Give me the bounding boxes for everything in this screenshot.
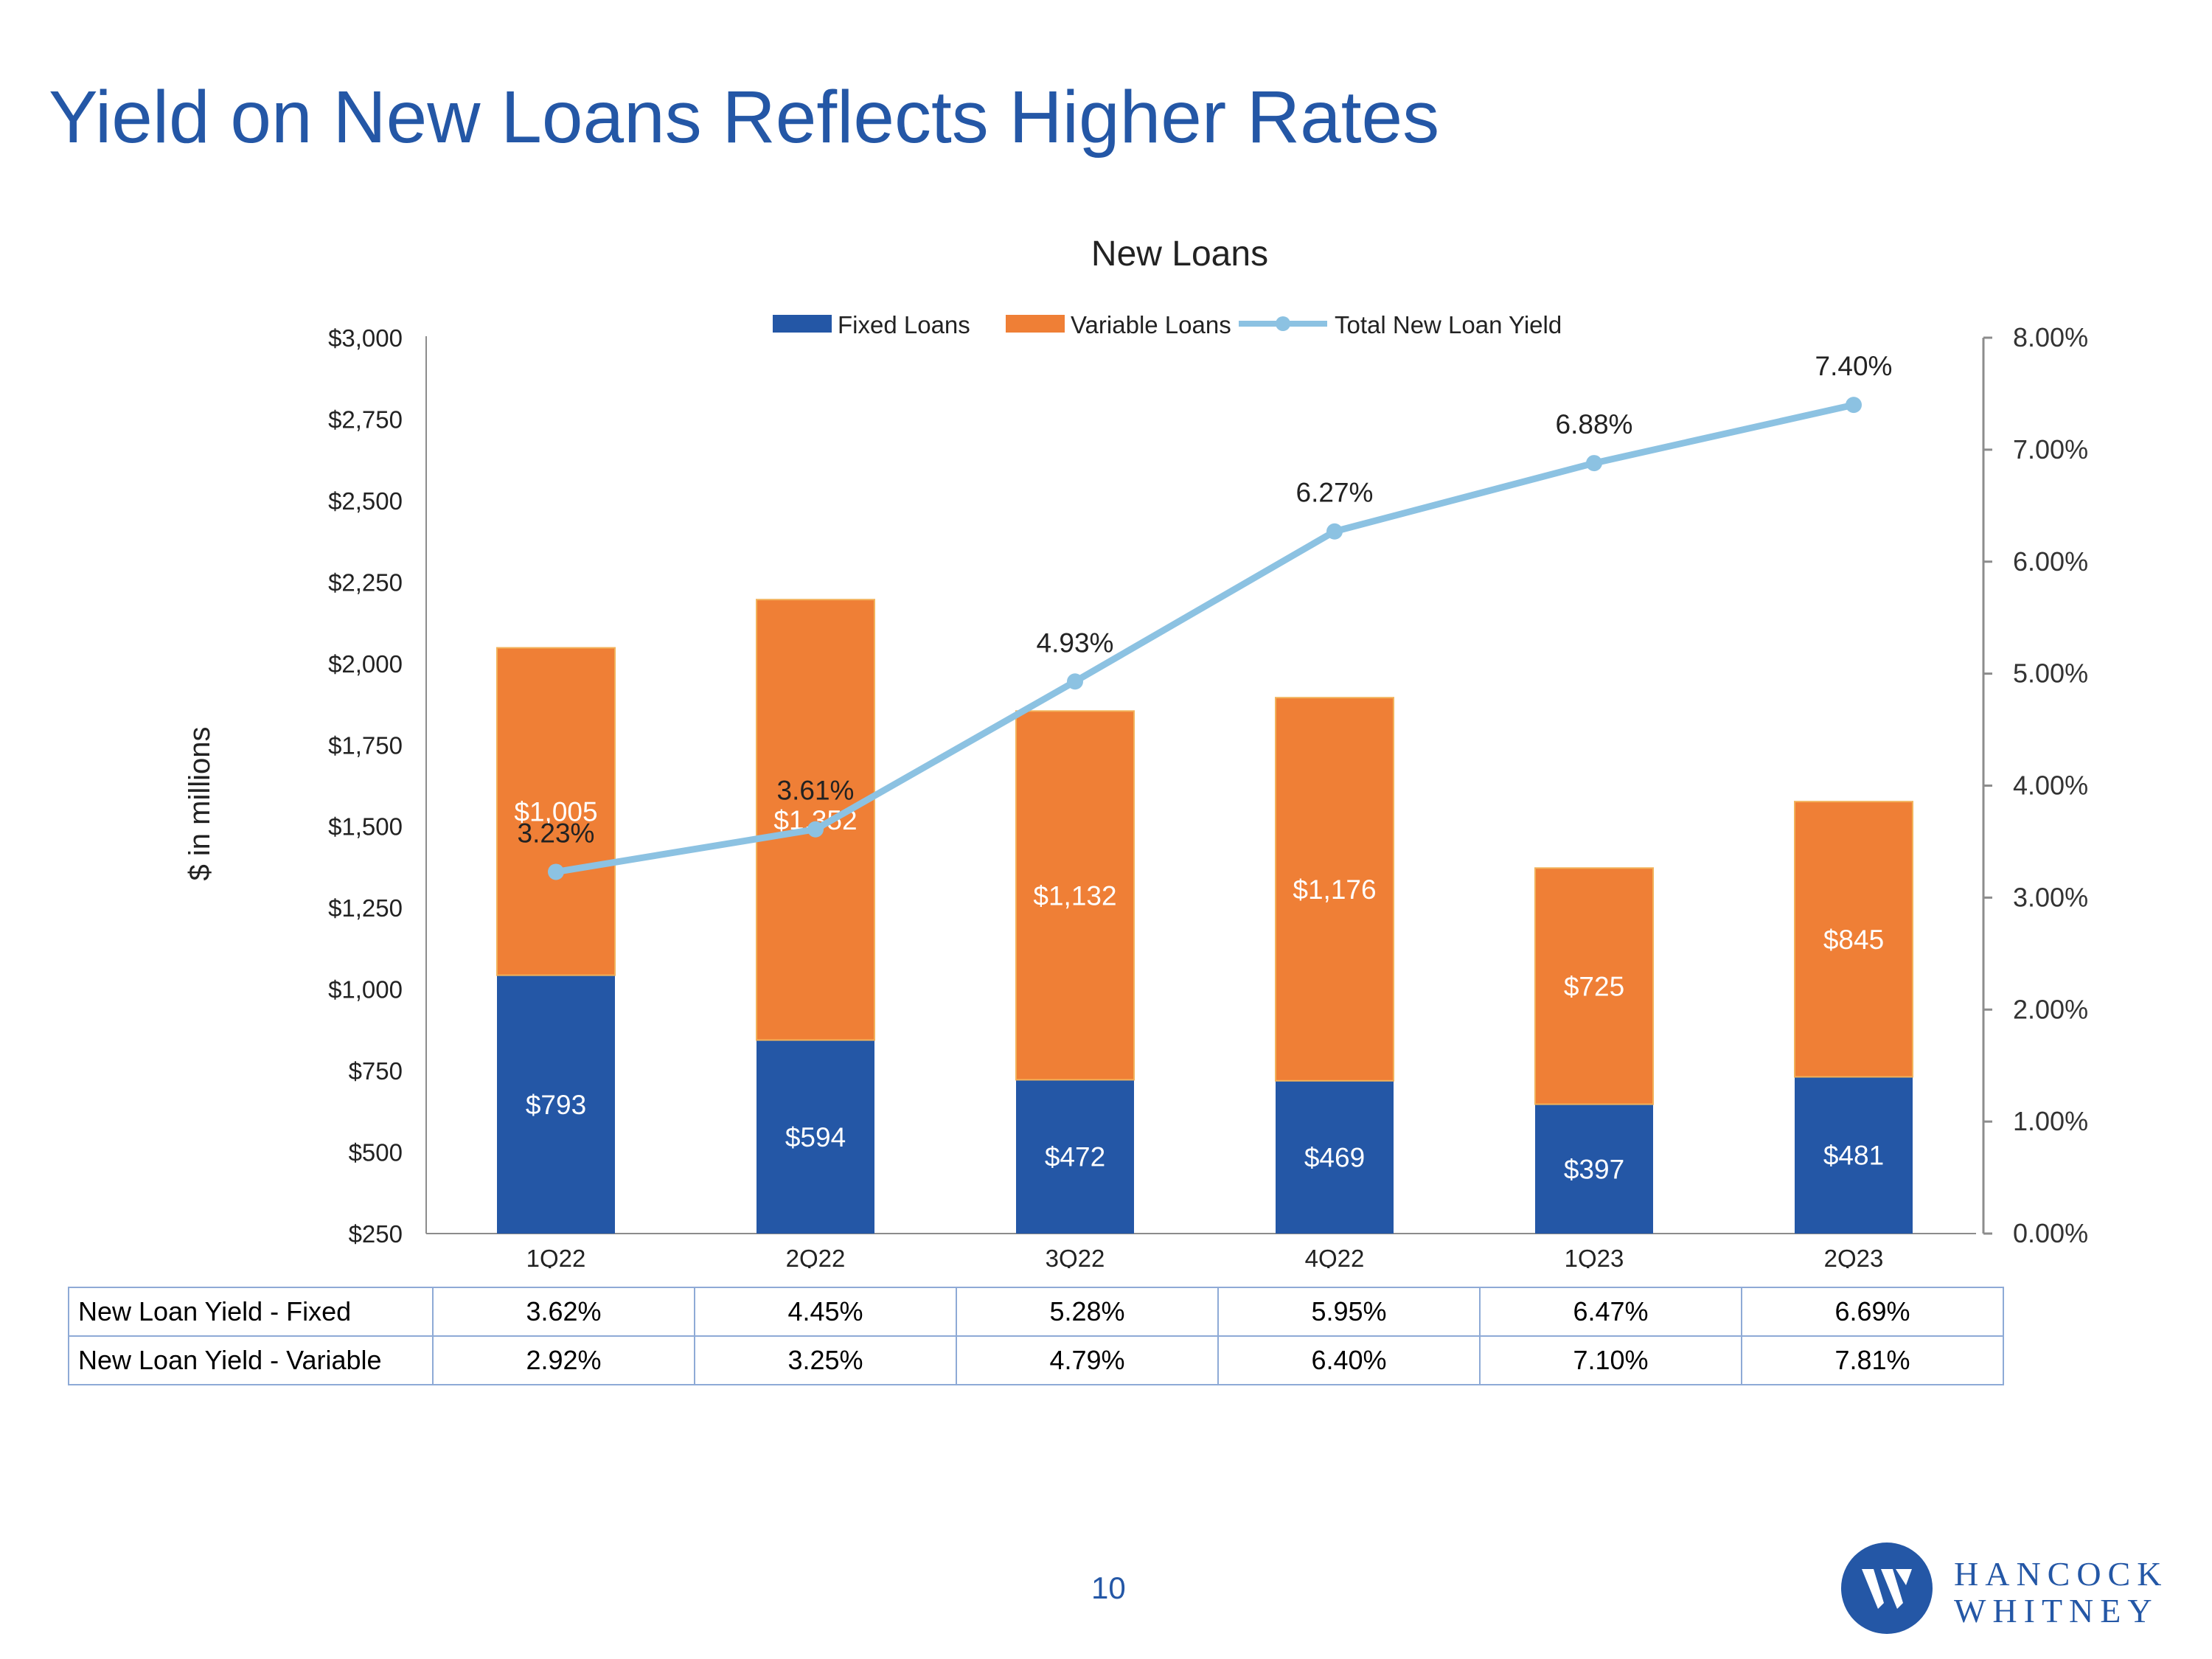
- x-tick-label: 3Q22: [1046, 1245, 1105, 1268]
- table-row-label: New Loan Yield - Variable: [68, 1335, 434, 1385]
- table-cell: 3.25%: [694, 1335, 957, 1385]
- y2-tick-label: 8.00%: [2013, 322, 2088, 352]
- data-label-variable: $1,132: [1033, 880, 1116, 911]
- y-tick-label: $1,750: [328, 731, 403, 759]
- table-cell: 4.79%: [956, 1335, 1219, 1385]
- y2-tick-label: 1.00%: [2013, 1106, 2088, 1136]
- brand-line-2: WHITNEY: [1954, 1592, 2159, 1630]
- x-tick-label: 4Q22: [1305, 1245, 1365, 1268]
- legend-total-new-loan-yield-marker: [1276, 316, 1290, 331]
- line-point: [1846, 397, 1862, 414]
- bar-fixed-loans: [1276, 1080, 1394, 1234]
- y-tick-label: $2,250: [328, 568, 403, 596]
- legend-variable-loans-label: Variable Loans: [1071, 311, 1231, 338]
- data-label-yield: 6.27%: [1296, 478, 1374, 508]
- hancock-whitney-logo-icon: [1841, 1543, 1933, 1634]
- data-label-fixed: $481: [1823, 1141, 1884, 1171]
- x-tick-label: 1Q22: [526, 1245, 586, 1268]
- chart-title: New Loans: [1091, 234, 1268, 274]
- y-tick-label: $2,500: [328, 487, 403, 515]
- y-tick-label: $750: [349, 1057, 403, 1085]
- table-row: New Loan Yield - Variable 2.92% 3.25% 4.…: [68, 1335, 2004, 1385]
- data-label-variable: $1,176: [1293, 874, 1376, 905]
- y2-tick-label: 5.00%: [2013, 658, 2088, 689]
- legend-total-new-loan-yield-label: Total New Loan Yield: [1335, 311, 1562, 338]
- line-point: [807, 821, 824, 838]
- y2-tick-label: 7.00%: [2013, 434, 2088, 465]
- y-tick-label: $2,750: [328, 406, 403, 433]
- table-cell: 5.28%: [956, 1287, 1219, 1337]
- yield-table: New Loan Yield - Fixed 3.62% 4.45% 5.28%…: [68, 1287, 2004, 1385]
- slide-title: Yield on New Loans Reflects Higher Rates: [49, 76, 1440, 159]
- data-label-fixed: $472: [1045, 1142, 1105, 1172]
- bar-fixed-loans: [1016, 1079, 1134, 1234]
- data-label-variable: $845: [1823, 925, 1884, 955]
- bar-variable-loans: [1275, 697, 1394, 1082]
- data-label-variable: $1,005: [514, 797, 597, 827]
- y-axis-title: $ in millions: [184, 727, 216, 881]
- y-tick-label: $1,250: [328, 894, 403, 922]
- page-number: 10: [1091, 1571, 1126, 1605]
- x-tick-label: 2Q22: [786, 1245, 846, 1268]
- table-cell: 4.45%: [694, 1287, 957, 1337]
- data-label-yield: 3.61%: [777, 776, 855, 806]
- new-loans-chart: New Loans Fixed Loans Variable Loans Total …: [184, 234, 2088, 1268]
- y-tick-label: $3,000: [328, 324, 403, 352]
- line-point: [1326, 523, 1343, 540]
- table-cell: 6.69%: [1741, 1287, 2004, 1337]
- bar-variable-loans: [496, 647, 616, 976]
- data-label-yield: 3.23%: [518, 818, 595, 848]
- y-tick-label: $2,000: [328, 650, 403, 678]
- data-label-yield: 7.40%: [1815, 351, 1893, 381]
- bar-variable-loans: [1015, 710, 1135, 1081]
- data-label-yield: 4.93%: [1037, 627, 1114, 658]
- table-row: New Loan Yield - Fixed 3.62% 4.45% 5.28%…: [68, 1287, 2004, 1337]
- table-cell: 7.81%: [1741, 1335, 2004, 1385]
- table-cell: 5.95%: [1217, 1287, 1481, 1337]
- brand-line-1: HANCOCK: [1954, 1555, 2168, 1593]
- bar-fixed-loans: [497, 975, 615, 1234]
- x-tick-label: 1Q23: [1565, 1245, 1624, 1268]
- bar-variable-loans: [1794, 801, 1913, 1078]
- table-cell: 6.47%: [1479, 1287, 1742, 1337]
- bar-fixed-loans: [757, 1040, 874, 1234]
- y2-tick-label: 4.00%: [2013, 771, 2088, 801]
- x-tick-label: 2Q23: [1824, 1245, 1884, 1268]
- line-point: [1586, 455, 1602, 472]
- y-tick-label: $500: [349, 1139, 403, 1166]
- legend-fixed-loans-swatch: [773, 315, 832, 333]
- table-cell: 2.92%: [432, 1335, 695, 1385]
- brand-wordmark: HANCOCK WHITNEY: [1954, 1556, 2168, 1630]
- table-cell: 6.40%: [1217, 1335, 1481, 1385]
- data-label-variable: $725: [1564, 971, 1624, 1001]
- bar-variable-loans: [756, 599, 875, 1041]
- line-point: [1067, 673, 1083, 690]
- data-label-fixed: $793: [526, 1090, 586, 1120]
- y2-tick-label: 6.00%: [2013, 546, 2088, 577]
- y-tick-label: $1,500: [328, 813, 403, 841]
- data-label-fixed: $594: [785, 1122, 846, 1152]
- table-cell: 3.62%: [432, 1287, 695, 1337]
- bar-fixed-loans: [1795, 1077, 1913, 1234]
- bar-fixed-loans: [1535, 1104, 1653, 1234]
- data-label-yield: 6.88%: [1556, 409, 1633, 439]
- y2-tick-label: 2.00%: [2013, 994, 2088, 1024]
- y-tick-label: $1,000: [328, 976, 403, 1004]
- table-row-label: New Loan Yield - Fixed: [68, 1287, 434, 1337]
- data-label-fixed: $397: [1564, 1154, 1624, 1184]
- y2-tick-label: 0.00%: [2013, 1218, 2088, 1248]
- legend-variable-loans-swatch: [1006, 315, 1065, 333]
- data-label-fixed: $469: [1304, 1142, 1365, 1172]
- bar-variable-loans: [1534, 867, 1654, 1105]
- series-line-total-new-loan-yield: [555, 401, 1854, 875]
- y2-tick-label: 3.00%: [2013, 882, 2088, 912]
- y-tick-label: $250: [349, 1220, 403, 1248]
- legend-fixed-loans-label: Fixed Loans: [838, 311, 970, 338]
- table-cell: 7.10%: [1479, 1335, 1742, 1385]
- line-point: [548, 863, 564, 880]
